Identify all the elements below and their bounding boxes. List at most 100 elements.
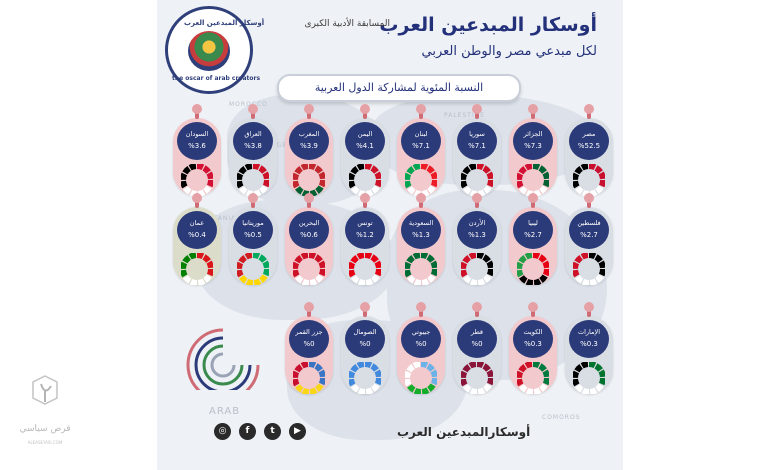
country-percentage: %7.3 [524,142,542,150]
donut-segment [349,164,381,196]
country-name: السودان [185,130,209,138]
donut-segment [573,253,605,285]
map-label-0: MOROCCO [229,101,268,108]
country-badge: مصر %52.5 [569,122,609,160]
pin-icon [528,302,538,317]
flag-donut [181,253,213,285]
flag-donut [349,253,381,285]
flag-donut [517,164,549,196]
country-percentage: %4.1 [356,142,374,150]
donut-segment [181,253,213,285]
youtube-icon[interactable]: ▶ [289,423,306,440]
flag-donut [517,362,549,394]
donut-segment [405,362,437,394]
donut-segment [293,164,325,196]
country-badge: الأردن %1.3 [457,211,497,249]
country-name: سوريا [469,130,485,138]
watermark-emblem-icon [32,375,58,405]
instagram-icon[interactable]: ◎ [214,423,231,440]
country-card: جزر القمر %0 [285,302,333,394]
donut-segment [573,362,605,394]
country-card: فلسطين %2.7 [565,193,613,285]
donut-segment [461,362,493,394]
logo-english-text: the oscar of arab creators [172,75,261,82]
donut-segment [349,253,381,285]
country-percentage: %2.7 [580,231,598,239]
donut-segment [517,253,549,285]
pin-icon [584,193,594,208]
watermark-small-text: ALKASEYASI.COM [27,440,63,445]
facebook-icon[interactable]: f [239,423,256,440]
map-label-4: COMOROS [542,414,581,421]
flag-donut [461,253,493,285]
country-percentage: %0 [471,340,483,348]
country-name: اليمن [357,130,373,138]
country-percentage: %7.1 [468,142,486,150]
country-name: قطر [470,328,484,336]
country-card: الكويت %0.3 [509,302,557,394]
flag-donut [349,362,381,394]
country-percentage: %3.9 [300,142,318,150]
pin-icon [248,193,258,208]
donut-segment [237,164,269,196]
country-badge: سوريا %7.1 [457,122,497,160]
country-card: البحرين %0.6 [285,193,333,285]
country-percentage: %1.3 [412,231,430,239]
watermark-text: قرص سياسي [19,424,71,434]
pin-icon [584,302,594,317]
flag-donut [237,164,269,196]
pin-icon [304,193,314,208]
country-name: العراق [244,130,262,138]
flag-donut [405,362,437,394]
donut-segment [517,164,549,196]
flag-donut [293,362,325,394]
donut-segment [293,253,325,285]
country-card: العراق %3.8 [229,104,277,196]
country-card: عمان %0.4 [173,193,221,285]
country-name: مصر [582,130,596,138]
country-card: الصومال %0 [341,302,389,394]
country-percentage: %2.7 [524,231,542,239]
twitter-icon[interactable]: t [264,423,281,440]
pin-icon [472,193,482,208]
country-card: تونس %1.2 [341,193,389,285]
country-name: تونس [357,219,373,227]
donut-segment [573,164,605,196]
country-badge: الإمارات %0.3 [569,320,609,358]
country-badge: السودان %3.6 [177,122,217,160]
country-badge: السعودية %1.3 [401,211,441,249]
country-percentage: %0.3 [580,340,598,348]
pin-icon [192,193,202,208]
country-name: فلسطين [577,219,601,227]
country-name: الإمارات [577,328,601,336]
country-badge: البحرين %0.6 [289,211,329,249]
country-percentage: %0 [359,340,371,348]
donut-segment [461,253,493,285]
country-card: اليمن %4.1 [341,104,389,196]
country-name: الصومال [353,328,377,336]
donut-segment [293,362,325,394]
country-badge: الصومال %0 [345,320,385,358]
country-percentage: %1.3 [468,231,486,239]
pin-icon [416,302,426,317]
country-card: المغرب %3.9 [285,104,333,196]
country-percentage: %0 [303,340,315,348]
competition-label: المسابقة الأدبية الكبرى [304,19,390,29]
watermark: قرص سياسي ALKASEYASI.COM [15,372,75,452]
donut-segment [349,362,381,394]
pin-icon [248,104,258,119]
flag-donut [237,253,269,285]
country-card: الجزائر %7.3 [509,104,557,196]
decorative-gauge-icon [186,328,260,390]
flag-donut [573,362,605,394]
pin-icon [304,104,314,119]
country-name: عمان [189,219,205,227]
logo-arabic-text: أوسكار المبدعين العرب [184,19,265,27]
country-card: لبنان %7.1 [397,104,445,196]
pin-icon [192,104,202,119]
country-percentage: %0.6 [300,231,318,239]
country-card: جيبوتي %0 [397,302,445,394]
country-card: قطر %0 [453,302,501,394]
donut-segment [237,253,269,285]
country-badge: ليبيا %2.7 [513,211,553,249]
